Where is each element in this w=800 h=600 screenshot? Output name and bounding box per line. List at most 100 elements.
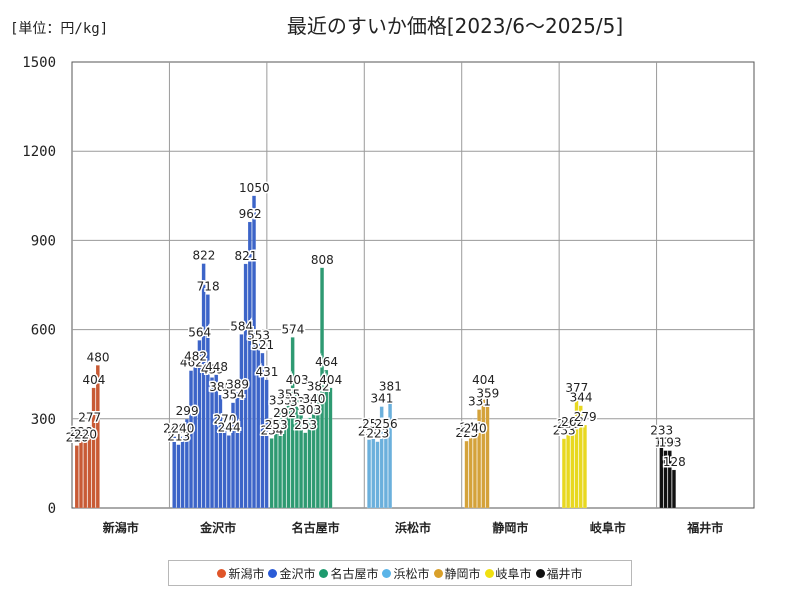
bar [320, 267, 325, 509]
data-label: 574 [282, 322, 305, 336]
data-label: 382 [307, 379, 330, 393]
data-label: 262 [561, 415, 584, 429]
data-label: 462 [180, 356, 203, 370]
data-label: 193 [659, 436, 682, 450]
data-label: 718 [197, 280, 220, 294]
legend-label: 新潟市 [228, 566, 265, 581]
legend-label: 浜松市 [393, 566, 430, 581]
bar [252, 195, 257, 509]
bar [307, 417, 312, 509]
bar [570, 429, 575, 509]
data-label: 256 [557, 417, 580, 431]
bar [485, 401, 490, 509]
data-label: 223 [366, 427, 389, 441]
data-label: 359 [476, 386, 499, 400]
data-label: 480 [87, 350, 110, 364]
data-label: 240 [464, 422, 487, 436]
data-label: 380 [209, 380, 232, 394]
bar [582, 424, 587, 509]
bar [87, 425, 92, 509]
data-label: 381 [379, 380, 402, 394]
bar [294, 387, 299, 509]
x-category-label: 新潟市 [103, 520, 139, 535]
data-label: 822 [192, 249, 215, 263]
data-label: 404 [319, 373, 342, 387]
bar [375, 441, 380, 509]
legend-swatch [217, 568, 227, 578]
unit-label: [単位：円/kg] [10, 21, 109, 37]
bar [205, 294, 210, 509]
bar [282, 420, 287, 509]
bar [243, 263, 248, 509]
bar [264, 379, 269, 509]
data-label: 279 [574, 410, 597, 424]
legend-swatch [382, 568, 392, 578]
legend-label: 名古屋市 [330, 566, 379, 581]
data-label: 244 [218, 420, 241, 434]
data-label: 303 [298, 403, 321, 417]
bar [328, 387, 333, 509]
legend-item: 金沢市 [268, 565, 315, 582]
data-label: 233 [553, 424, 576, 438]
data-label: 256 [375, 417, 398, 431]
bar [180, 436, 185, 509]
legend-label: 静岡市 [444, 566, 481, 581]
bar [481, 387, 486, 509]
bar [197, 340, 202, 509]
data-label: 240 [163, 422, 186, 436]
legend-item: 岐阜市 [484, 565, 532, 582]
legend-swatch [268, 568, 278, 578]
bar [226, 435, 231, 509]
bar [299, 409, 304, 509]
data-label: 404 [82, 373, 105, 387]
data-label: 193 [654, 436, 677, 450]
bar [379, 406, 384, 509]
x-category-label: 福井市 [686, 520, 723, 535]
bar [464, 440, 469, 509]
data-label: 584 [230, 319, 253, 333]
bar [193, 364, 198, 509]
bar [176, 444, 181, 509]
y-tick-label: 1500 [22, 55, 56, 71]
x-category-label: 名古屋市 [292, 520, 340, 535]
data-label: 521 [251, 338, 274, 352]
legend-item: 静岡市 [433, 565, 481, 582]
bar [367, 439, 372, 509]
legend-label: 福井市 [546, 566, 583, 581]
bar [388, 394, 393, 509]
data-label: 253 [265, 418, 288, 432]
data-label: 331 [468, 395, 491, 409]
y-tick-label: 900 [31, 233, 56, 249]
data-label: 377 [565, 381, 588, 395]
data-label: 403 [286, 373, 309, 387]
data-label: 213 [167, 430, 190, 444]
data-label: 299 [176, 404, 199, 418]
bar [235, 392, 240, 509]
data-label: 243 [460, 421, 483, 435]
data-label: 230 [358, 425, 381, 439]
bar [189, 370, 194, 509]
data-label: 389 [226, 377, 249, 391]
legend-item: 福井市 [535, 565, 583, 582]
data-label: 228 [70, 425, 93, 439]
data-label: 808 [311, 253, 334, 267]
x-category-label: 金沢市 [199, 520, 236, 535]
bar [91, 387, 96, 509]
data-label: 431 [255, 365, 278, 379]
data-label: 464 [315, 355, 338, 369]
chart-title-text: 最近のすいか価格[2023/6～2025/5] [286, 14, 624, 38]
bar [324, 369, 329, 509]
bar [247, 221, 252, 509]
y-tick-label: 600 [31, 323, 56, 339]
data-label: 253 [294, 418, 317, 432]
data-label: 225 [455, 426, 478, 440]
bar [561, 438, 566, 509]
bar [210, 377, 215, 509]
data-label: 341 [371, 392, 394, 406]
chart-title: 最近のすいか価格[2023/6～2025/5] [0, 10, 800, 39]
bar [659, 438, 664, 509]
bar [311, 406, 316, 509]
x-category-label: 静岡市 [492, 520, 528, 535]
x-category-label: 岐阜市 [590, 520, 626, 535]
